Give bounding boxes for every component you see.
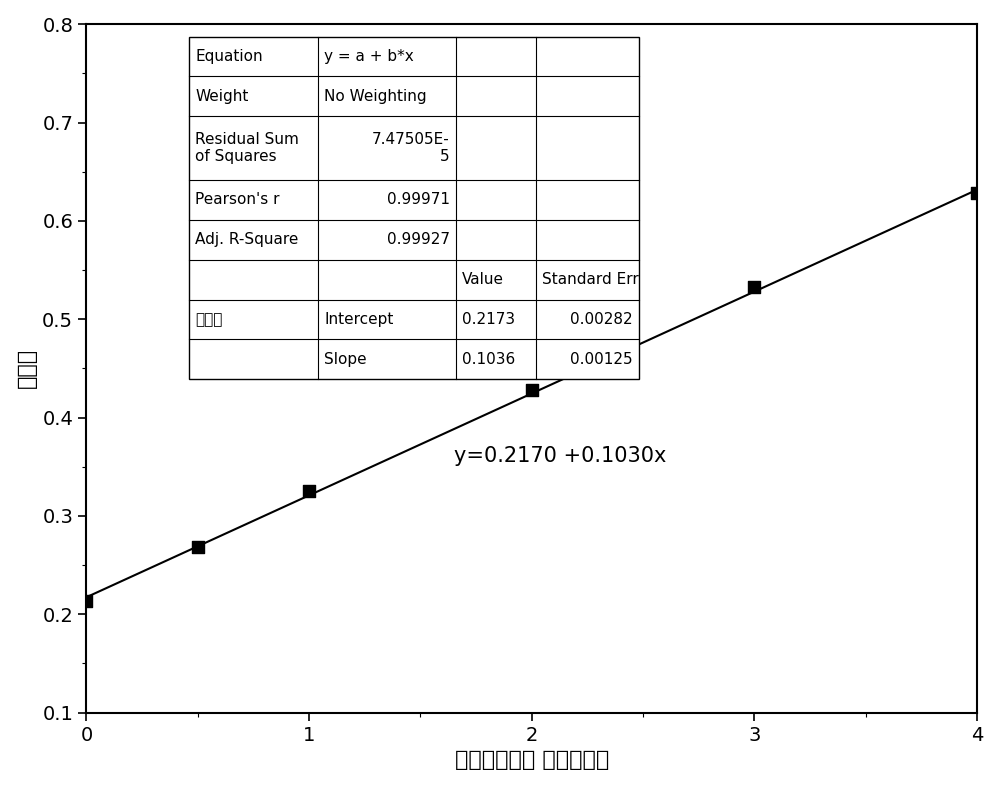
Point [524, 384, 540, 397]
Point [78, 595, 94, 608]
Text: Standard Err: Standard Err [542, 272, 639, 287]
Text: Intercept: Intercept [324, 312, 394, 327]
Text: Residual Sum
of Squares: Residual Sum of Squares [195, 132, 299, 164]
Text: Weight: Weight [195, 89, 248, 104]
Text: 0.2173: 0.2173 [462, 312, 515, 327]
Text: Equation: Equation [195, 49, 263, 64]
Text: Pearson's r: Pearson's r [195, 192, 280, 207]
Text: 0.00282: 0.00282 [570, 312, 632, 327]
Text: 0.99971: 0.99971 [387, 192, 450, 207]
Point [969, 187, 985, 200]
X-axis label: 镞离子浓度： 钓离子浓度: 镞离子浓度： 钓离子浓度 [455, 750, 609, 770]
Text: y=0.2170 +0.1030x: y=0.2170 +0.1030x [454, 445, 666, 466]
Bar [189, 36, 639, 379]
Text: 7.47505E-
5: 7.47505E- 5 [372, 132, 450, 164]
Text: No Weighting: No Weighting [324, 89, 427, 104]
Text: 吸光度: 吸光度 [195, 312, 222, 327]
Text: 0.00125: 0.00125 [570, 352, 632, 367]
Text: 0.1036: 0.1036 [462, 352, 516, 367]
Point [746, 280, 762, 293]
Text: Slope: Slope [324, 352, 367, 367]
Text: Value: Value [462, 272, 504, 287]
Text: Adj. R-Square: Adj. R-Square [195, 232, 298, 247]
Y-axis label: 吸光度: 吸光度 [17, 349, 37, 389]
Point [301, 485, 317, 497]
Text: y = a + b*x: y = a + b*x [324, 49, 414, 64]
Point [190, 541, 206, 554]
Text: 0.99927: 0.99927 [387, 232, 450, 247]
